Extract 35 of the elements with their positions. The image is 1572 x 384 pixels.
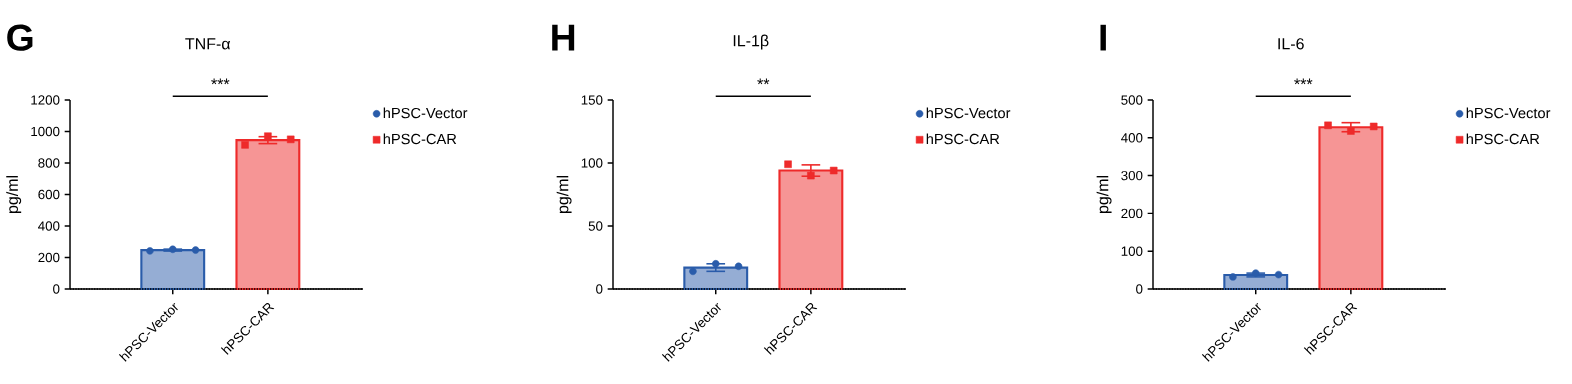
text: ***	[211, 78, 230, 85]
legend-label: hPSC-CAR	[383, 133, 457, 145]
y-tick-label: 1200	[31, 95, 60, 105]
text: ***	[1294, 78, 1313, 85]
text: I	[1100, 24, 1106, 51]
y-tick-label: 800	[38, 158, 60, 168]
text: H	[552, 24, 575, 51]
y-tick-label: 1000	[31, 126, 60, 137]
y-axis-title: pg/ml	[6, 176, 22, 214]
y-tick-label: 500	[1121, 95, 1143, 105]
y-tick-label: 100	[581, 158, 603, 168]
y-tick-label: 100	[1121, 246, 1143, 256]
y-tick-label: 200	[1121, 208, 1143, 219]
legend-label: hPSC-Vector	[926, 107, 1011, 119]
chart-title: IL-1β	[733, 34, 769, 50]
legend-label: hPSC-Vector	[1466, 107, 1551, 119]
y-tick-label: 0	[596, 284, 603, 294]
y-tick-label: 300	[1121, 170, 1143, 181]
y-tick-label: 0	[1136, 284, 1143, 294]
y-tick-label: 0	[53, 284, 60, 294]
y-tick-label: 400	[1121, 133, 1143, 143]
text: G	[7, 24, 33, 51]
chart-title: IL-6	[1278, 38, 1304, 50]
chart-title: TNF-α	[185, 38, 231, 50]
legend-label: hPSC-CAR	[926, 133, 1000, 145]
y-axis-title: pg/ml	[1096, 176, 1112, 214]
y-tick-label: 150	[581, 95, 603, 105]
y-tick-label: 200	[38, 252, 60, 263]
y-tick-label: 400	[38, 221, 60, 231]
y-axis-title: pg/ml	[556, 176, 572, 214]
y-tick-label: 50	[588, 221, 603, 231]
y-tick-label: 600	[38, 189, 60, 200]
text: **	[757, 78, 770, 85]
legend-label: hPSC-CAR	[1466, 133, 1540, 145]
legend-label: hPSC-Vector	[383, 107, 468, 119]
